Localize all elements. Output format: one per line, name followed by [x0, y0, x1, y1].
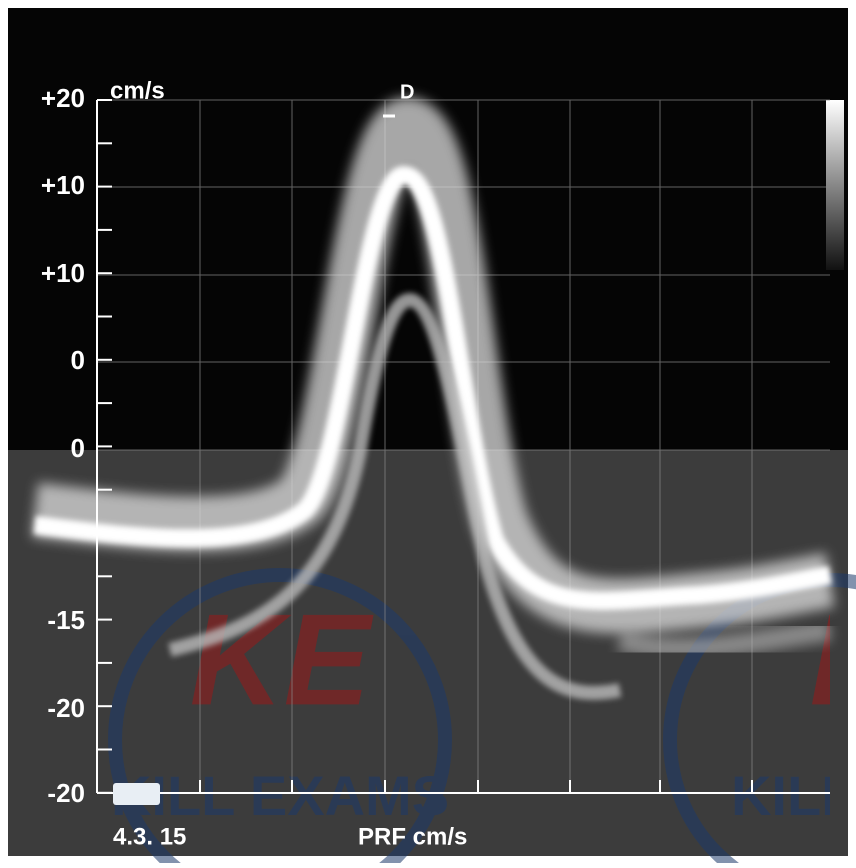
scale-label: -20 [47, 778, 85, 808]
scale-label: 0 [71, 345, 85, 375]
scale-label: -15 [47, 605, 85, 635]
scale-label: +10 [41, 170, 85, 200]
watermark-logo: KE [190, 586, 374, 732]
scale-label: 0 [71, 433, 85, 463]
marker: D [400, 81, 414, 103]
watermark: KE KILL EXAMS KE KILL EXAMS [108, 568, 856, 868]
scale-label: -20 [47, 693, 85, 723]
watermark-text: KILL EXAMS [111, 764, 449, 827]
gray-bar [826, 100, 844, 270]
footer: PRF cm/s [358, 823, 467, 850]
slider [113, 783, 160, 805]
scale-label: +10 [41, 258, 85, 288]
axis-ticks [97, 99, 753, 794]
date: 4.3. 15 [113, 823, 186, 850]
watermark-text: KILL EXAMS [731, 764, 856, 827]
scale-label: +20 [41, 83, 85, 113]
scale-labels: +20 +10 +10 0 0 -15 -20 -20 [41, 83, 85, 808]
unit: cm/s [110, 77, 165, 104]
waveform [31, 97, 835, 700]
